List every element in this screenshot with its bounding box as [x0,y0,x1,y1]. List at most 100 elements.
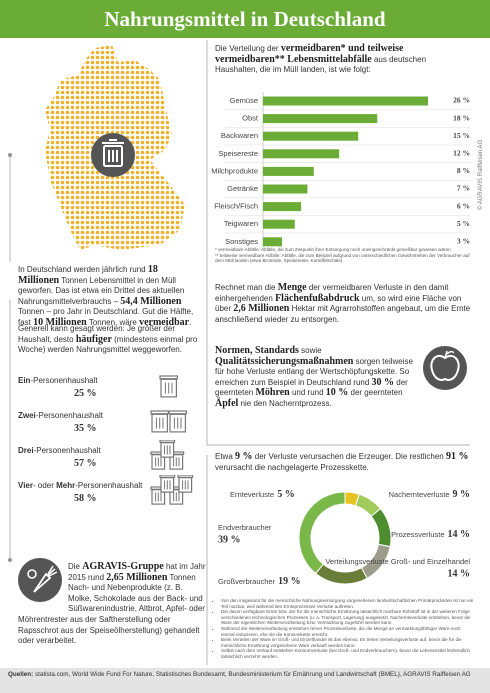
bold-text: 91 % [445,451,469,462]
footnotes: * vermeidbare Abfälle: Abfälle, die zum … [215,247,473,264]
title: Nahrungsmittel in Deutschland [104,7,386,31]
household-label: Ein-Personenhaushalt [18,376,98,385]
value-label: 26 % [453,96,470,105]
value-label: 3 % [457,237,470,246]
donut-label: Verteilungsverluste Groß- und Einzelhand… [325,557,470,566]
carrot-icon [18,558,62,602]
bold-text: Menge [277,282,307,293]
bar [263,96,428,106]
category-label: Fleisch/Fisch [214,202,258,211]
bold-text: AGRAVIS-Gruppe [82,561,164,572]
text: Rechnet man die [215,283,278,292]
category-label: Speisereste [218,149,258,158]
bold-text: 10 % [325,387,349,399]
text: Die Verteilung der [215,44,281,53]
text: -Personenhaushalt [75,481,143,490]
bold-text: 9 % [235,451,253,462]
value-label: 15 % [453,131,470,140]
bar [263,131,359,141]
bold-text: häufiger [75,333,112,345]
decoration [7,40,470,665]
donut-segment [314,563,368,585]
household-value: 35 % [74,423,97,434]
text: Tonnen – pro Jahr in Deutschland. Gut di… [18,307,194,327]
bin-lid [177,475,194,478]
bold-text: Ein [18,376,31,385]
category-label: Teigwaren [224,219,258,228]
value-label: 14 % [448,568,471,579]
households: Ein-Personenhaushalt 25 % Zwei-Personenhau… [18,375,208,526]
bold-text: 10 Millionen [33,316,87,328]
rich-text: Die AGRAVIS-Gruppe hat im Jahr 2015 rund… [18,561,206,645]
donut-label: Prozessverluste 14 % [391,529,470,540]
bold-text: 2,6 Millionen [233,303,290,315]
value-label: 6 % [457,201,470,210]
bar [263,166,314,176]
text: Hektar mit Agrarrohstoffen angebaut, um … [215,304,471,324]
value-label: 7 % [457,184,470,193]
bold-text: 2,65 Millionen [106,571,168,583]
value-label: 5 % [277,489,295,500]
text: Die [68,562,83,571]
text: sowie [298,346,322,355]
bullet-list: Von den insgesamt für die menschliche Na… [213,598,475,660]
text: um, so wird eine Fläche von über [215,293,462,314]
text: der geernteten [215,377,408,398]
bold-text: Quellen: [8,671,34,678]
value-label: 39 % [218,534,241,545]
household-value: 25 % [74,388,97,399]
donut-label: Endverbraucher [218,523,272,532]
category-label: Ernteverluste [230,490,274,499]
value-label: 18 % [453,113,470,122]
text: -Personenhaushalt [30,376,98,385]
text: Etwa [215,452,236,461]
bold-text: vermeidbaren* und teilweise vermeidbaren… [215,43,404,65]
text: Tonnen, wäre [86,317,140,327]
donut-label: Ernteverluste 5 % [230,489,295,500]
bar [263,237,283,247]
bold-text: Qualitätssicherungsmaßnahmen [215,355,354,367]
text: und rund [289,388,326,398]
bullet: Selbst nach dem Verkauf entstehen Konsum… [221,648,475,659]
bin-lid [159,440,176,443]
bold-text: Äpfel [215,397,239,409]
bar [263,219,295,229]
footnote: ** teilweise vermeidbare Abfälle: Abfäll… [215,252,470,264]
household-label: Zwei-Personenhaushalt [18,411,103,420]
donut-segment [370,507,392,548]
donut-label: Nachernteverluste 9 % [389,489,470,500]
bold-text: Möhren [255,387,290,399]
text: der Verluste verursachen die Erzeuger. D… [252,452,446,461]
category-label: Verteilungsverluste Groß- und Einzelhand… [325,557,470,566]
category-label: Backwaren [221,131,258,140]
text: der vermeidbaren Verluste in den damit e… [215,283,449,303]
bold-text: Zwei [18,411,36,420]
value-label: 5 % [457,219,470,228]
household-label: Drei-Personenhaushalt [18,446,101,455]
category-label: Prozessverluste [391,530,444,539]
bullets: Von den insgesamt für die menschliche Na… [213,598,475,660]
value-label: 8 % [457,166,470,175]
bar [263,184,308,194]
bold-text: 18 Millionen [18,264,158,286]
bin-lid [168,410,187,415]
bar [263,149,340,159]
category-label: Nachernteverluste [389,490,450,499]
donut-segment [298,491,346,575]
title-banner [0,0,490,38]
donut-label: Großverbraucher 19 % [218,576,301,587]
bullet: Während der Weiterverarbeitung entstehen… [221,626,475,637]
bold-text: Vier [18,481,33,490]
trash-icon-lines [102,139,124,167]
bold-text: 54,4 Millionen [120,295,182,307]
sources: Quellen: statista.com, World Wide Fund F… [8,671,484,679]
text: - oder [32,481,57,490]
bold-text: vermeidbar [139,316,190,328]
category-label: Gemüse [230,96,258,105]
sources-band [0,668,490,693]
paragraph: Rechnet man die Menge der vermeidbaren V… [215,282,473,325]
value-label: 12 % [453,149,470,158]
paragraph: In Deutschland werden jährlich rund 18 M… [18,264,200,329]
bold-text: Drei [18,446,34,455]
credit: © AGRAVIS Raiffeisen AG [478,139,484,210]
